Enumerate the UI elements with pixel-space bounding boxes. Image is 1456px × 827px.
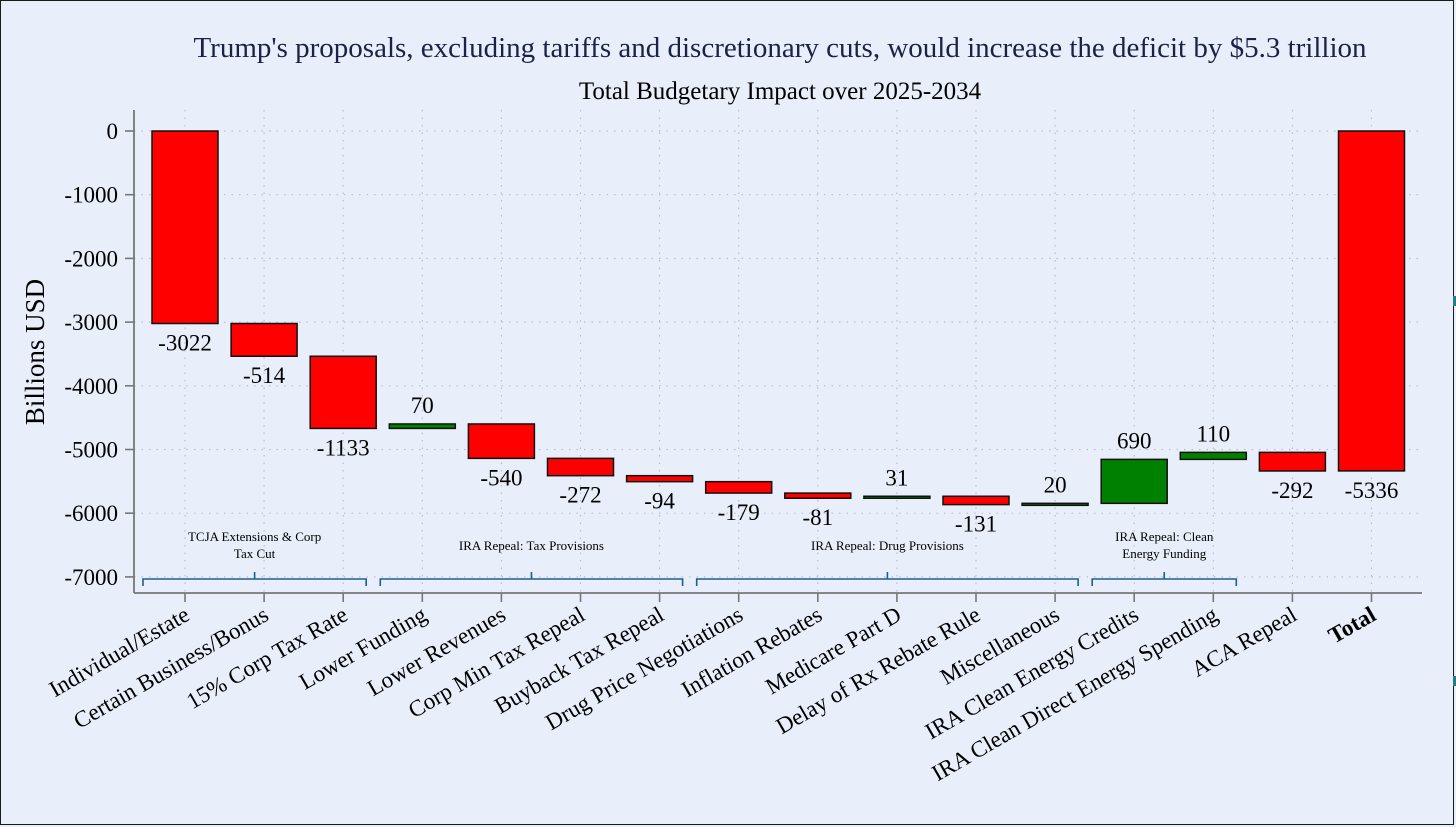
chart-subtitle: Total Budgetary Impact over 2025-2034 xyxy=(578,78,982,105)
group-label: Tax Cut xyxy=(234,546,276,561)
bar xyxy=(625,474,694,483)
bar-value-label: -179 xyxy=(718,500,760,525)
y-tick-label: -5000 xyxy=(64,438,118,463)
y-tick-label: -2000 xyxy=(64,246,118,271)
bar-value-label: 70 xyxy=(411,393,434,418)
group-bracket xyxy=(1091,578,1238,586)
bar-value-label: -292 xyxy=(1271,478,1313,503)
bar xyxy=(704,480,773,494)
group-brackets: TCJA Extensions & Corp Tax Cut IRA Repeal:… xyxy=(142,529,1238,586)
bar-value-label: 690 xyxy=(1117,428,1152,453)
bar xyxy=(546,457,615,477)
bar-value-label: 20 xyxy=(1044,472,1067,497)
value-labels: -3022 -514 -1133 70 -540 -272 -94 -179 -81 31 -131… xyxy=(158,331,1398,537)
bar-value-label: -3022 xyxy=(158,331,212,356)
chart-title: Trump's proposals, excluding tariffs and… xyxy=(193,32,1367,64)
y-tick-label: -4000 xyxy=(64,374,118,399)
y-tick-label: -6000 xyxy=(64,501,118,526)
bar-value-label: -1133 xyxy=(317,435,370,460)
bar-value-label: -131 xyxy=(955,512,997,537)
y-tick-label: -1000 xyxy=(64,183,118,208)
bar-value-label: -5336 xyxy=(1345,478,1399,503)
bar xyxy=(863,495,931,500)
bar-value-label: -514 xyxy=(243,363,286,388)
bar xyxy=(1179,451,1248,461)
bar-value-label: -81 xyxy=(802,505,833,530)
bar xyxy=(1100,458,1168,505)
group-label: IRA Repeal: Drug Provisions xyxy=(811,538,964,553)
group-label: IRA Repeal: Clean xyxy=(1115,529,1214,544)
group-label: TCJA Extensions & Corp xyxy=(188,529,321,544)
bar-value-label: -94 xyxy=(644,489,675,514)
bar xyxy=(230,322,298,357)
axes: 0-1000-2000-3000-4000-5000-6000-7000Indi… xyxy=(45,110,1422,786)
bar-value-label: -272 xyxy=(559,483,601,508)
bar xyxy=(388,423,457,430)
y-tick-label: -3000 xyxy=(64,310,118,335)
group-bracket xyxy=(695,578,1079,586)
bar xyxy=(784,492,852,499)
bar xyxy=(151,130,219,325)
group-bracket xyxy=(379,578,684,586)
edge-marker xyxy=(1453,676,1456,686)
bar xyxy=(1337,130,1406,472)
y-tick-label: -7000 xyxy=(64,565,118,590)
bar-value-label: -540 xyxy=(480,465,522,490)
bar xyxy=(942,495,1010,506)
x-tick-label: Total xyxy=(1324,602,1380,649)
group-bracket xyxy=(142,578,367,586)
bar-value-label: 110 xyxy=(1196,421,1230,446)
bar xyxy=(467,423,536,460)
edge-marker xyxy=(1453,296,1456,306)
y-tick-label: 0 xyxy=(107,119,119,144)
y-axis-label: Billions USD xyxy=(20,279,50,425)
bars xyxy=(151,130,1406,507)
bar xyxy=(1258,451,1327,472)
bar xyxy=(1021,502,1089,507)
bar xyxy=(309,355,377,430)
bar-value-label: 31 xyxy=(885,465,908,490)
gridlines xyxy=(134,110,1422,593)
group-label: Energy Funding xyxy=(1122,546,1206,561)
group-label: IRA Repeal: Tax Provisions xyxy=(459,538,604,553)
